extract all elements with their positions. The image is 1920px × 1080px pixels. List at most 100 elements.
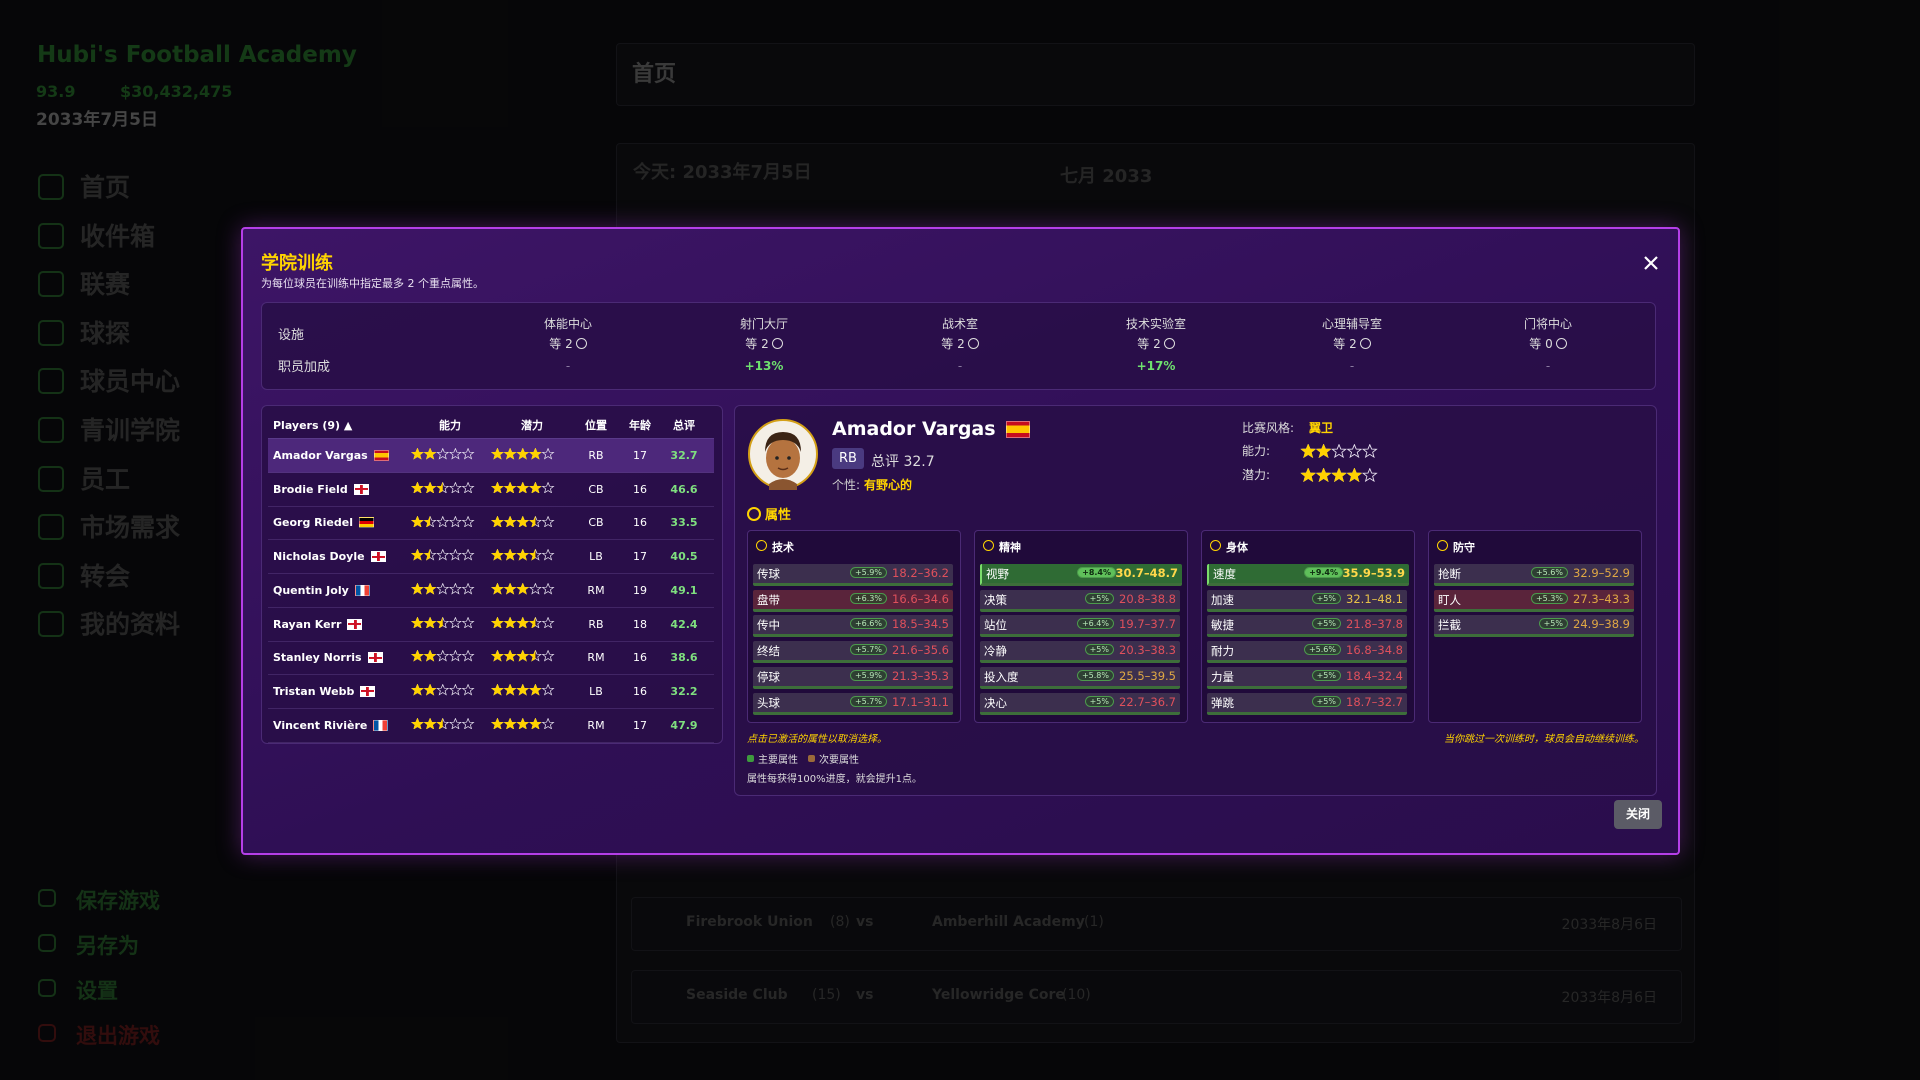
attribute-row[interactable]: 决心 +5% 22.7–36.7 [980,692,1180,715]
nav-item[interactable]: 转会 [80,561,131,591]
attribute-name: 敏捷 [1211,618,1234,633]
facility-level: 等 2 [941,337,965,351]
rating: 47.9 [670,718,698,732]
academy-name: Hubi's Football Academy [37,42,357,68]
attribute-row[interactable]: 速度 +9.4% 35.9–53.9 [1207,564,1409,586]
facility-level-row: 等 2 [1262,335,1442,352]
attribute-row[interactable]: 耐力 +5.6% 16.8–34.8 [1207,641,1407,664]
player-row[interactable]: Quentin Joly RM 19 49.1 [268,574,714,608]
player-row[interactable]: Stanley Norris RM 16 38.6 [268,641,714,676]
player-row[interactable]: Georg Riedel CB 16 33.5 [268,506,714,541]
nav-item[interactable]: 青训学院 [80,416,181,445]
overall: 总评 32.7 [871,454,935,470]
attribute-row[interactable]: 盘带 +6.3% 16.6–34.6 [753,589,953,612]
attribute-bonus: +5% [1084,644,1114,656]
nav-icon[interactable] [38,465,64,492]
close-icon[interactable] [1643,255,1659,271]
header-potential[interactable]: 潜力 [521,419,543,432]
attribute-range: 27.3–43.3 [1573,591,1630,606]
nav-item[interactable]: 球员中心 [80,367,181,397]
attribute-row[interactable]: 头球 +5.7% 17.1–31.1 [753,692,953,715]
attribute-row[interactable]: 停球 +5.9% 21.3–35.3 [753,666,953,689]
legend-item: 主要属性 [747,751,798,766]
bottom-item[interactable]: 保存游戏 [76,889,160,913]
player-name-cell: Georg Riedel [268,516,410,529]
rating: 32.7 [670,449,698,462]
play-style: 翼卫 [1309,421,1334,435]
header-ability[interactable]: 能力 [439,419,461,432]
nav-item[interactable]: 球探 [80,318,131,348]
nav-item[interactable]: 收件箱 [80,221,156,251]
nav-icon[interactable] [38,222,64,249]
attribute-row[interactable]: 投入度 +5.8% 25.5–39.5 [980,666,1180,689]
flag [358,517,374,529]
nav-item[interactable]: 联赛 [80,270,131,300]
nav-icon[interactable] [38,611,64,638]
nav-item[interactable]: 首页 [80,173,131,202]
header-age[interactable]: 年龄 [629,419,651,432]
attribute-row[interactable]: 冷静 +5% 20.3–38.3 [980,641,1180,664]
nav-icon[interactable] [38,889,56,907]
attribute-row[interactable]: 视野 +8.4% 30.7–48.7 [980,564,1182,586]
nav-item[interactable]: 市场需求 [80,513,181,543]
player-name-cell: Stanley Norris [268,651,410,664]
bottom-item[interactable]: 退出游戏 [76,1024,160,1048]
bottom-item[interactable]: 另存为 [76,934,139,958]
attribute-row[interactable]: 站位 +6.4% 19.7–37.7 [980,615,1180,638]
group-icon [983,540,994,551]
star-rating [490,683,555,696]
nav-icon[interactable] [38,514,64,541]
attribute-bonus: +8.4% [1077,567,1116,578]
player-row[interactable]: Brodie Field CB 16 46.6 [268,473,714,507]
player-row[interactable]: Tristan Webb LB 16 32.2 [268,675,714,709]
ability-cell [410,548,490,564]
attribute-name: 停球 [757,669,780,684]
attribute-row[interactable]: 传中 +6.6% 18.5–34.5 [753,615,953,638]
nav-icon[interactable] [38,1024,56,1042]
nav-icon[interactable] [38,319,64,346]
attribute-row[interactable]: 力量 +5% 18.4–32.4 [1207,666,1407,689]
age: 16 [633,684,647,698]
nav-icon[interactable] [38,174,64,200]
attribute-bonus: +6.6% [849,618,887,630]
bottom-item[interactable]: 设置 [76,979,118,1003]
attribute-range: 17.1–31.1 [892,694,949,709]
nav-item[interactable]: 我的资料 [80,610,181,640]
player-row[interactable]: Amador Vargas RB 17 32.7 [268,439,714,473]
close-button[interactable]: 关闭 [1614,800,1662,829]
nav-item[interactable]: 员工 [80,464,131,494]
group-icon [1437,540,1448,551]
nav-icon[interactable] [38,368,64,395]
attribute-name: 弹跳 [1211,695,1234,710]
player-row[interactable]: Vincent Rivière RM 17 47.9 [268,709,714,743]
attribute-row[interactable]: 盯人 +5.3% 27.3–43.3 [1434,589,1634,612]
header-rating[interactable]: 总评 [673,419,695,432]
rating: 32.2 [670,684,698,698]
nav-icon[interactable] [38,417,64,443]
header-position[interactable]: 位置 [585,419,607,432]
facility-level-row: 等 2 [870,335,1050,352]
hint: 点击已激活的属性以取消选择。 [747,734,887,745]
attribute-row[interactable]: 抢断 +5.6% 32.9–52.9 [1434,564,1634,586]
attribute-row[interactable]: 弹跳 +5% 18.7–32.7 [1207,692,1407,715]
attribute-row[interactable]: 敏捷 +5% 21.8–37.8 [1207,615,1407,638]
nav-icon[interactable] [38,934,56,952]
star-rating [490,548,555,561]
player-row[interactable]: Nicholas Doyle LB 17 40.5 [268,540,714,575]
attribute-row[interactable]: 拦截 +5% 24.9–38.9 [1434,615,1634,638]
facility: 心理辅导室等 2 - [1262,315,1442,373]
attribute-row[interactable]: 决策 +5% 20.8–38.8 [980,589,1180,612]
player-row[interactable]: Rayan Kerr RB 18 42.4 [268,608,714,642]
attribute-range: 18.4–32.4 [1346,668,1403,683]
star-rating [410,515,475,528]
attribute-range: 16.6–34.6 [892,591,949,606]
modal-title: 学院训练 [261,253,333,274]
nav-icon[interactable] [38,271,64,298]
nav-icon[interactable] [38,979,56,997]
attribute-name: 加速 [1211,592,1234,607]
attribute-row[interactable]: 传球 +5.9% 18.2–36.2 [753,564,953,586]
header-players[interactable]: Players (9) ▲ [273,418,353,432]
attribute-row[interactable]: 终结 +5.7% 21.6–35.6 [753,641,953,664]
attribute-row[interactable]: 加速 +5% 32.1–48.1 [1207,589,1407,612]
nav-icon[interactable] [38,562,64,589]
